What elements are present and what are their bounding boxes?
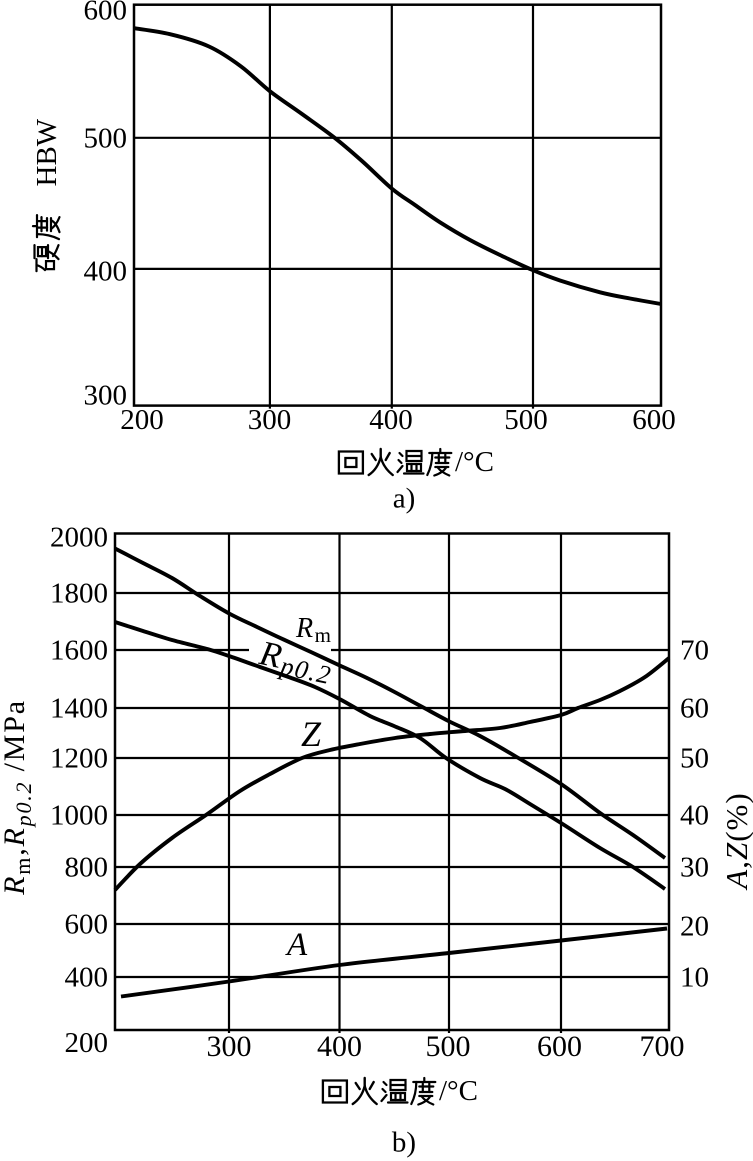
svg-text:1200: 1200: [50, 743, 108, 775]
svg-text:HBW: HBW: [31, 118, 63, 186]
svg-text:60: 60: [680, 693, 709, 725]
svg-text:600: 600: [537, 1030, 582, 1063]
svg-text:50: 50: [680, 743, 709, 775]
svg-text:200: 200: [120, 404, 164, 436]
svg-text:1800: 1800: [50, 578, 108, 610]
svg-text:700: 700: [640, 1030, 685, 1063]
svg-text:/°C: /°C: [439, 1075, 478, 1107]
svg-text:Z: Z: [301, 714, 322, 754]
svg-text:400: 400: [369, 404, 413, 436]
svg-text:400: 400: [317, 1030, 362, 1063]
svg-text:400: 400: [84, 256, 128, 288]
svg-text:/°C: /°C: [455, 446, 494, 478]
svg-text:a): a): [393, 483, 416, 515]
svg-text:300: 300: [84, 380, 128, 412]
svg-text:500: 500: [84, 123, 128, 155]
svg-text:70: 70: [680, 635, 709, 667]
svg-text:1400: 1400: [50, 693, 108, 725]
svg-text:200: 200: [65, 1027, 109, 1059]
svg-text:600: 600: [84, 0, 128, 27]
svg-text:A: A: [285, 927, 308, 963]
svg-text:10: 10: [680, 962, 709, 994]
svg-text:Rm,Rp0.2 /MPa: Rm,Rp0.2 /MPa: [0, 699, 36, 896]
svg-text:A,Z(%): A,Z(%): [719, 792, 753, 890]
svg-text:30: 30: [680, 852, 709, 884]
svg-text:600: 600: [632, 404, 676, 436]
svg-text:300: 300: [248, 404, 292, 436]
svg-text:800: 800: [65, 852, 109, 884]
svg-text:b): b): [392, 1127, 416, 1159]
svg-text:40: 40: [680, 800, 709, 832]
svg-text:600: 600: [65, 909, 109, 941]
svg-text:400: 400: [65, 962, 109, 994]
svg-text:500: 500: [504, 404, 548, 436]
svg-text:500: 500: [426, 1030, 471, 1063]
svg-text:300: 300: [207, 1030, 252, 1063]
svg-text:1600: 1600: [50, 635, 108, 667]
svg-text:1000: 1000: [50, 800, 108, 832]
svg-text:20: 20: [680, 911, 709, 943]
svg-text:2000: 2000: [50, 522, 108, 554]
